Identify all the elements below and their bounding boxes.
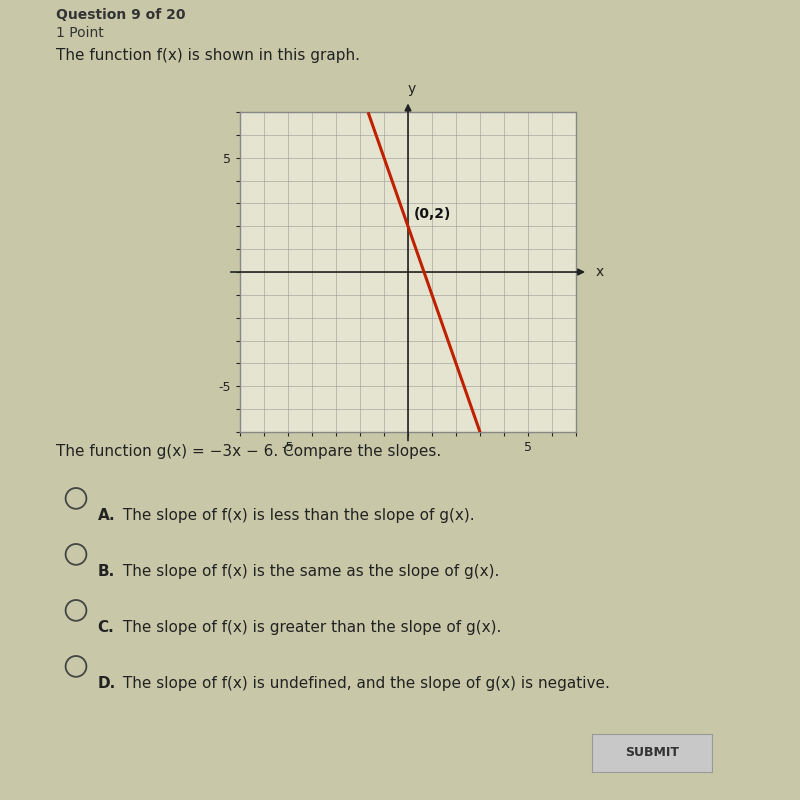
Text: A.: A.: [98, 508, 115, 523]
Text: x: x: [595, 265, 603, 279]
Text: B.: B.: [98, 564, 115, 579]
Text: SUBMIT: SUBMIT: [625, 746, 679, 759]
Text: C.: C.: [98, 620, 114, 635]
Text: 1 Point: 1 Point: [56, 26, 104, 39]
Text: The function f(x) is shown in this graph.: The function f(x) is shown in this graph…: [56, 48, 360, 63]
Text: The slope of f(x) is the same as the slope of g(x).: The slope of f(x) is the same as the slo…: [118, 564, 500, 579]
Text: The slope of f(x) is less than the slope of g(x).: The slope of f(x) is less than the slope…: [118, 508, 475, 523]
Text: (0,2): (0,2): [414, 206, 451, 221]
Text: The slope of f(x) is undefined, and the slope of g(x) is negative.: The slope of f(x) is undefined, and the …: [118, 676, 610, 691]
Text: Question 9 of 20: Question 9 of 20: [56, 8, 186, 22]
Text: y: y: [407, 82, 416, 96]
Text: D.: D.: [98, 676, 116, 691]
Text: The function g(x) = −3x − 6. Compare the slopes.: The function g(x) = −3x − 6. Compare the…: [56, 444, 442, 459]
Text: The slope of f(x) is greater than the slope of g(x).: The slope of f(x) is greater than the sl…: [118, 620, 502, 635]
